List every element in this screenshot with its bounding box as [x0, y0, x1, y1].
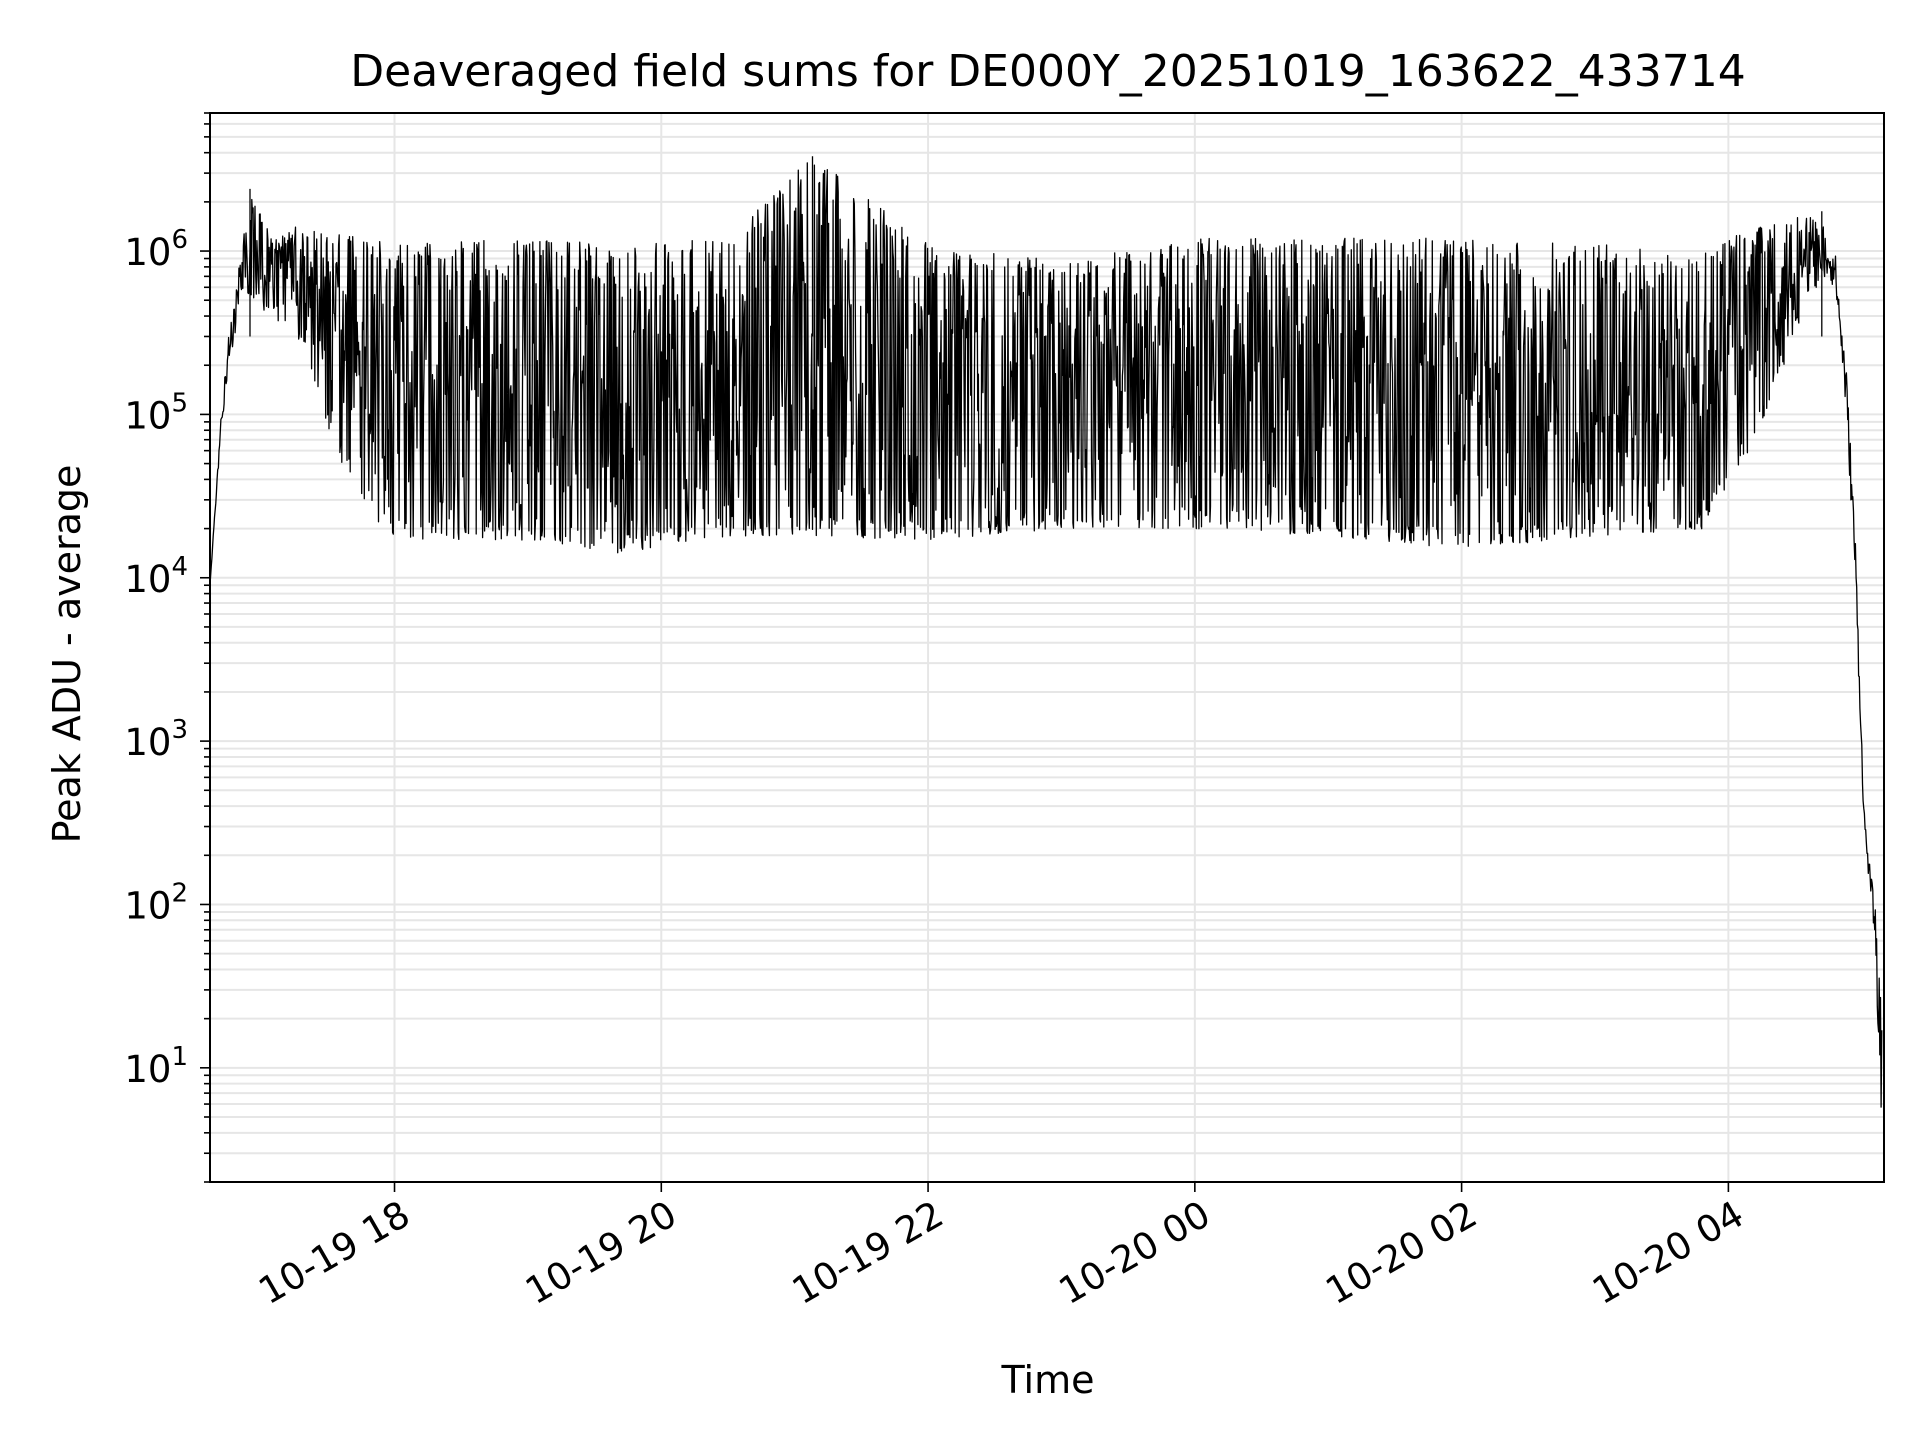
- y-axis: 101 102 103 104 105 106: [124, 112, 210, 1183]
- y-axis-label: Peak ADU - average: [45, 465, 89, 844]
- y-tick-label: 105: [124, 388, 188, 437]
- x-axis-label: Time: [1001, 1358, 1095, 1402]
- y-tick-label: 102: [124, 878, 188, 927]
- y-tick-label: 104: [124, 552, 188, 601]
- plot-area: [209, 156, 1883, 1108]
- y-tick-label: 101: [124, 1042, 188, 1091]
- y-tick-label: 106: [124, 225, 188, 274]
- axes-frame: [209, 112, 1885, 1183]
- y-tick-label: 103: [124, 715, 188, 764]
- chart-title: Deaveraged field sums for DE000Y_2025101…: [350, 46, 1745, 97]
- series-line: [209, 156, 1883, 1108]
